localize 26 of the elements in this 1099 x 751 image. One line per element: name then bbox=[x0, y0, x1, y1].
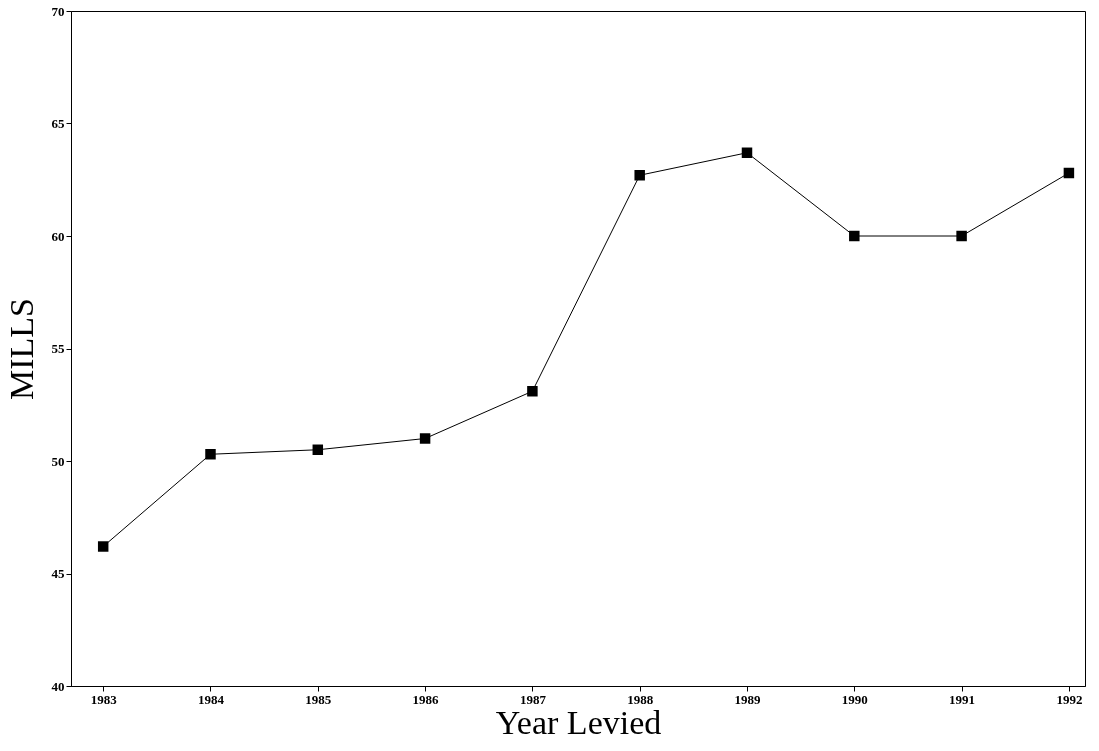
x-tick-label: 1989 bbox=[734, 691, 761, 707]
point bbox=[1063, 167, 1075, 179]
x-tick-label: 1991 bbox=[949, 691, 976, 707]
y-tick-label: 55 bbox=[51, 341, 65, 356]
point bbox=[741, 147, 753, 158]
point bbox=[312, 444, 324, 455]
point bbox=[527, 386, 538, 397]
y-tick-label: 70 bbox=[51, 3, 65, 19]
point bbox=[97, 541, 109, 552]
point bbox=[634, 170, 645, 181]
y-tick-label: 50 bbox=[51, 453, 65, 469]
x-tick-label: 1983 bbox=[90, 691, 118, 707]
point bbox=[205, 449, 216, 460]
point bbox=[849, 230, 860, 242]
point bbox=[419, 433, 431, 444]
y-tick-label: 40 bbox=[51, 678, 65, 694]
x-tick-label: 1984 bbox=[197, 691, 225, 707]
x-tick-label: 1986 bbox=[412, 691, 440, 707]
y-tick-label: 65 bbox=[51, 116, 65, 131]
y-tick-label: 60 bbox=[51, 228, 65, 244]
x-tick-label: 1990 bbox=[841, 691, 868, 707]
y-tick-label: 45 bbox=[51, 566, 65, 581]
y-axis-title: MILLS bbox=[2, 298, 40, 400]
x-tick-label: 1992 bbox=[1056, 691, 1083, 707]
point bbox=[956, 230, 967, 242]
x-tick-label: 1985 bbox=[305, 691, 332, 707]
